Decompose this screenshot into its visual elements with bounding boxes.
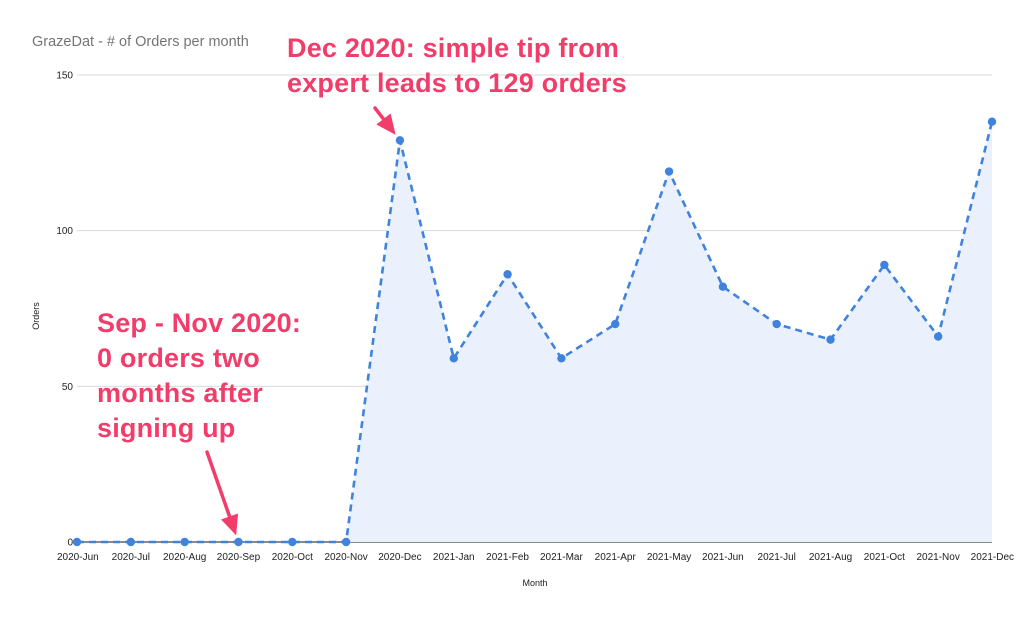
annotation-sep-line-2: 0 orders two	[97, 343, 260, 373]
arrow-sep-2020-head	[221, 513, 239, 536]
chart-title: GrazeDat - # of Orders per month	[32, 34, 249, 50]
annotation-dec-line-1: Dec 2020: simple tip from	[287, 33, 620, 63]
annotation-dec-2020: Dec 2020: simple tip from expert leads t…	[287, 31, 707, 101]
x-tick-label: 2021-Jun	[702, 552, 744, 563]
data-point-2021-Aug	[826, 335, 835, 344]
x-tick-label: 2020-Nov	[324, 552, 367, 563]
x-tick-label: 2020-Oct	[272, 552, 313, 563]
annotation-sep-line-1: Sep - Nov 2020:	[97, 308, 302, 338]
x-tick-label: 2021-Dec	[971, 552, 1014, 563]
x-tick-label: 2020-Jun	[57, 552, 99, 563]
series-line	[77, 121, 994, 544]
data-point-2020-Nov	[341, 537, 351, 547]
arrow-dec-2020-shaft	[373, 106, 386, 121]
y-tick-label: 50	[62, 382, 74, 393]
x-tick-label: 2021-Jul	[758, 552, 796, 563]
data-point-2020-Jun	[72, 537, 82, 547]
annotation-sep-nov-2020: Sep - Nov 2020: 0 orders two months afte…	[97, 306, 337, 446]
data-point-2021-Apr	[611, 319, 620, 329]
y-axis-title: Orders	[31, 302, 41, 330]
x-tick-label: 2021-May	[647, 552, 691, 563]
data-point-2020-Sep	[234, 537, 243, 547]
y-tick-label: 0	[67, 538, 73, 549]
x-tick-label: 2020-Aug	[163, 552, 206, 563]
x-tick-label: 2021-Feb	[486, 552, 529, 563]
data-point-2020-Aug	[180, 537, 189, 547]
data-point-2021-May	[664, 167, 674, 176]
x-tick-label: 2020-Sep	[217, 552, 261, 563]
x-tick-label: 2021-Nov	[916, 552, 959, 563]
x-tick-label: 2021-Apr	[595, 552, 637, 563]
annotation-dec-line-2: expert leads to 129 orders	[287, 68, 627, 98]
data-point-2021-Dec	[987, 117, 997, 126]
arrow-sep-2020-shaft	[205, 450, 232, 519]
y-tick-label: 100	[56, 226, 73, 237]
x-tick-label: 2020-Jul	[112, 552, 150, 563]
x-tick-label: 2021-Jan	[433, 552, 475, 563]
x-tick-label: 2021-Mar	[540, 552, 583, 563]
x-axis-title: Month	[522, 578, 547, 588]
data-point-2020-Dec	[395, 136, 405, 145]
data-point-2021-Feb	[503, 270, 512, 279]
data-point-2021-Jul	[772, 319, 781, 329]
data-point-2021-Jun	[718, 282, 728, 291]
data-point-2021-Oct	[880, 260, 889, 270]
data-point-2021-Mar	[557, 354, 566, 363]
data-point-2020-Jul	[126, 537, 136, 547]
annotation-sep-line-3: months after	[97, 378, 263, 408]
x-tick-label: 2021-Oct	[864, 552, 905, 563]
annotation-sep-line-4: signing up	[97, 413, 236, 443]
x-tick-label: 2021-Aug	[809, 552, 852, 563]
data-point-2021-Nov	[933, 332, 943, 341]
y-tick-label: 150	[56, 71, 73, 82]
data-point-2021-Jan	[449, 354, 458, 363]
x-tick-label: 2020-Dec	[378, 552, 421, 563]
data-point-2020-Oct	[288, 537, 297, 547]
arrow-dec-2020-head	[376, 113, 396, 135]
series-area-fill	[77, 121, 992, 542]
